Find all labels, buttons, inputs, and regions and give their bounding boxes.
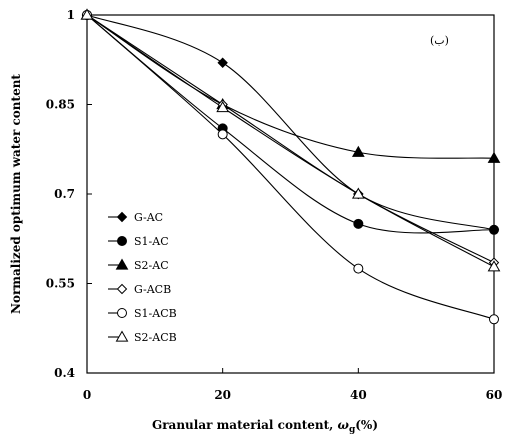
legend-marker-G-ACB bbox=[116, 283, 128, 295]
legend-marker-S2-ACB bbox=[115, 330, 129, 342]
y-tick-label-3: 0.85 bbox=[46, 98, 75, 112]
series-line-S1-AC bbox=[86, 14, 495, 234]
series-line-S1-ACB bbox=[86, 14, 495, 320]
annotation-label: (ب) bbox=[430, 34, 449, 47]
legend-label-G-ACB: G-ACB bbox=[134, 283, 171, 296]
x-axis-title-main: Granular material content, bbox=[152, 418, 338, 432]
series-lines bbox=[86, 14, 495, 320]
series-line-G-AC bbox=[86, 14, 495, 231]
axis-ticks: 0 20 40 60 0.4 0.55 0.7 0.85 1 bbox=[46, 8, 503, 402]
y-tick-label-2: 0.7 bbox=[54, 187, 75, 201]
x-tick-label-3: 60 bbox=[486, 388, 503, 402]
series-line-S2-AC bbox=[86, 14, 495, 159]
y-axis-title: Normalized optimum water content bbox=[9, 74, 23, 314]
legend-marker-S2-AC bbox=[115, 258, 129, 270]
x-tick-label-1: 20 bbox=[214, 388, 231, 402]
point-S1-AC-3 bbox=[489, 224, 499, 235]
point-S2-AC-3 bbox=[487, 151, 501, 163]
point-G-AC-1 bbox=[217, 57, 228, 68]
point-S1-ACB-2 bbox=[353, 263, 364, 274]
x-axis-title-sub: g bbox=[349, 425, 356, 435]
x-tick-label-0: 0 bbox=[83, 388, 91, 402]
series-line-G-ACB bbox=[86, 14, 495, 264]
legend-label-S2-ACB: S2-ACB bbox=[134, 331, 177, 344]
point-S1-AC-2 bbox=[353, 218, 364, 229]
x-axis-title-symbol: ω bbox=[338, 418, 350, 432]
legend-marker-S1-ACB bbox=[117, 308, 127, 318]
point-S2-ACB-1 bbox=[216, 100, 230, 113]
y-tick-label-1: 0.55 bbox=[46, 277, 75, 291]
legend-label-S1-AC: S1-AC bbox=[134, 235, 169, 248]
legend-label-S2-AC: S2-AC bbox=[134, 259, 169, 272]
x-tick-label-2: 40 bbox=[350, 388, 367, 402]
legend-label-S1-ACB: S1-ACB bbox=[134, 307, 177, 320]
point-S2-ACB-2 bbox=[351, 187, 365, 199]
x-axis-title: Granular material content, ωg(%) bbox=[152, 418, 378, 435]
legend-marker-G-AC bbox=[116, 211, 128, 223]
x-axis-title-tail: (%) bbox=[355, 418, 378, 432]
point-S1-ACB-3 bbox=[489, 314, 499, 325]
legend-marker-S1-AC bbox=[117, 236, 127, 246]
point-S1-ACB-1 bbox=[217, 129, 228, 140]
y-tick-label-4: 1 bbox=[67, 8, 75, 22]
legend: G-AC S1-AC S2-AC G-ACB S1-ACB S2-ACB bbox=[108, 211, 177, 344]
legend-label-G-AC: G-AC bbox=[134, 211, 163, 224]
y-tick-label-0: 0.4 bbox=[54, 366, 75, 380]
series-markers bbox=[80, 8, 501, 325]
point-S2-ACB-0 bbox=[80, 8, 94, 20]
series-line-S2-ACB bbox=[86, 14, 495, 268]
point-S2-ACB-3 bbox=[487, 260, 501, 272]
point-S2-AC-2 bbox=[351, 145, 365, 157]
